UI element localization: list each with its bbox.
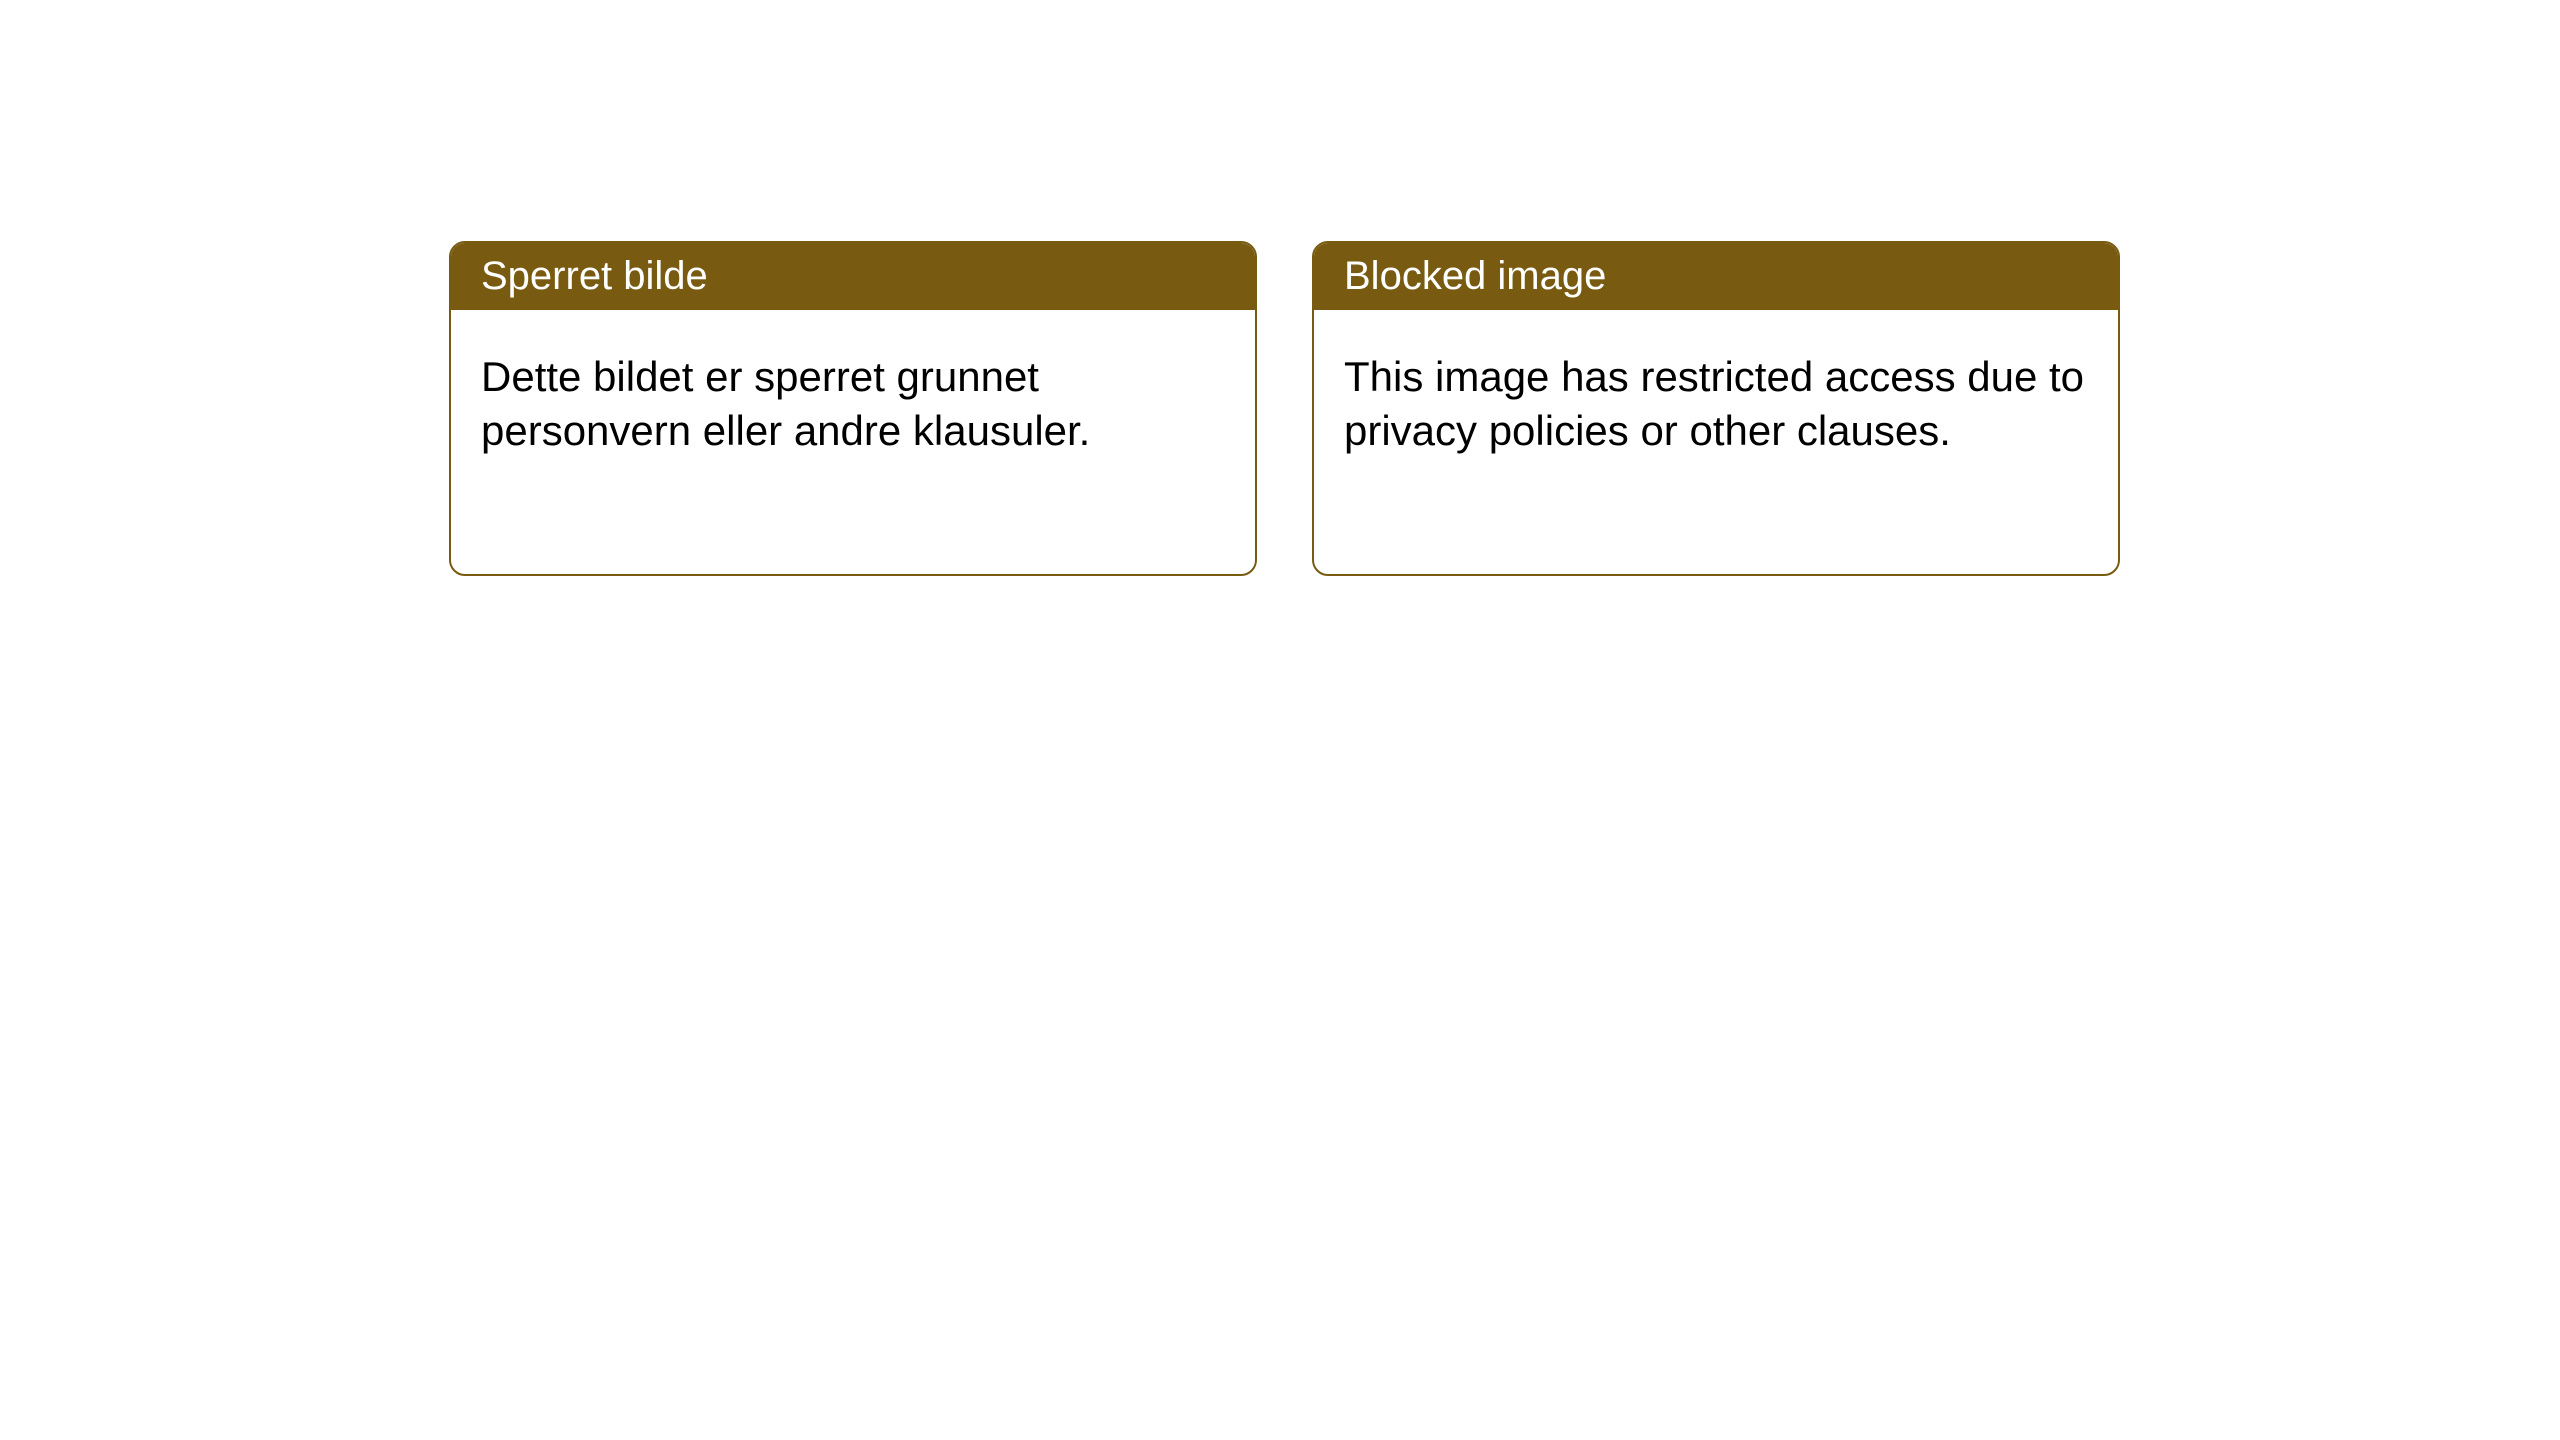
blocked-image-card-en: Blocked image This image has restricted … <box>1312 241 2120 576</box>
card-body: This image has restricted access due to … <box>1314 310 2118 488</box>
blocked-image-card-no: Sperret bilde Dette bildet er sperret gr… <box>449 241 1257 576</box>
card-body-text: This image has restricted access due to … <box>1344 353 2084 454</box>
notice-cards-container: Sperret bilde Dette bildet er sperret gr… <box>449 241 2120 576</box>
card-header: Sperret bilde <box>451 243 1255 310</box>
card-header: Blocked image <box>1314 243 2118 310</box>
card-body-text: Dette bildet er sperret grunnet personve… <box>481 353 1090 454</box>
card-title: Sperret bilde <box>481 254 708 298</box>
card-title: Blocked image <box>1344 254 1606 298</box>
card-body: Dette bildet er sperret grunnet personve… <box>451 310 1255 488</box>
